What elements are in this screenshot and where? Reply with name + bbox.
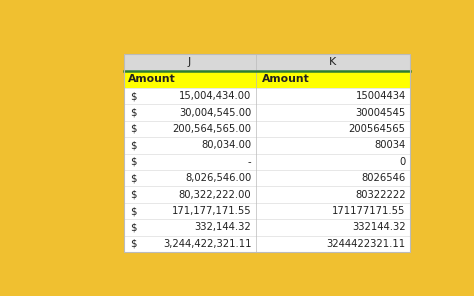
Text: 332144.32: 332144.32	[352, 222, 406, 232]
Text: 200564565: 200564565	[349, 124, 406, 134]
Text: $: $	[130, 107, 137, 118]
Text: 15004434: 15004434	[356, 91, 406, 101]
Text: $: $	[130, 206, 137, 216]
Text: $: $	[130, 124, 137, 134]
Text: 200,564,565.00: 200,564,565.00	[173, 124, 251, 134]
Text: 80034: 80034	[374, 140, 406, 150]
Text: 3244422321.11: 3244422321.11	[327, 239, 406, 249]
Text: $: $	[130, 190, 137, 200]
Text: 0: 0	[400, 157, 406, 167]
Text: 171177171.55: 171177171.55	[332, 206, 406, 216]
Text: 171,177,171.55: 171,177,171.55	[172, 206, 251, 216]
Text: 8026546: 8026546	[361, 173, 406, 183]
Text: 332,144.32: 332,144.32	[195, 222, 251, 232]
Text: K: K	[329, 57, 337, 67]
Text: $: $	[130, 157, 137, 167]
Bar	[124, 71, 410, 88]
Text: -: -	[248, 157, 251, 167]
Text: 80322222: 80322222	[355, 190, 406, 200]
Bar	[124, 54, 410, 252]
Text: $: $	[130, 222, 137, 232]
Text: 80,322,222.00: 80,322,222.00	[179, 190, 251, 200]
Bar	[124, 54, 410, 252]
Bar	[256, 54, 410, 71]
Text: 30,004,545.00: 30,004,545.00	[179, 107, 251, 118]
Text: $: $	[130, 91, 137, 101]
Text: Amount: Amount	[128, 74, 176, 84]
Text: 30004545: 30004545	[356, 107, 406, 118]
Text: 15,004,434.00: 15,004,434.00	[179, 91, 251, 101]
Text: $: $	[130, 140, 137, 150]
Text: $: $	[130, 173, 137, 183]
Bar	[124, 54, 256, 71]
Text: 8,026,546.00: 8,026,546.00	[185, 173, 251, 183]
Text: 3,244,422,321.11: 3,244,422,321.11	[163, 239, 251, 249]
Text: Amount: Amount	[263, 74, 310, 84]
Text: $: $	[130, 239, 137, 249]
Text: J: J	[188, 57, 191, 67]
Text: 80,034.00: 80,034.00	[201, 140, 251, 150]
